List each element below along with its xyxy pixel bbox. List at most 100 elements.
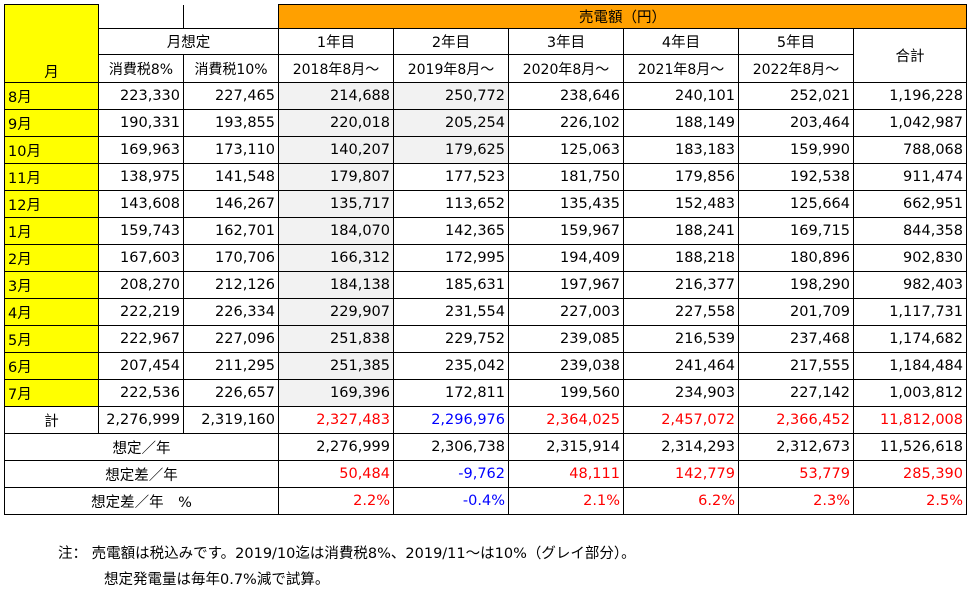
year-1-cell: 184,070 xyxy=(278,217,394,245)
tax8-cell: 222,967 xyxy=(98,325,184,353)
year-4-cell: 240,101 xyxy=(623,82,739,110)
year-1-cell: 140,207 xyxy=(278,136,394,164)
header-row-2: 月想定 1年目 2年目 3年目 4年目 5年目 合計 xyxy=(5,28,967,83)
total-cell: 1,117,731 xyxy=(853,298,967,326)
total-cell: 662,951 xyxy=(853,190,967,218)
tax8-cell: 207,454 xyxy=(98,352,184,380)
month-cell: 1月 xyxy=(4,217,99,245)
year-4-cell: 188,218 xyxy=(623,244,739,272)
year-3-cell: 194,409 xyxy=(508,244,624,272)
year-2-cell: 172,995 xyxy=(393,244,509,272)
year-5-cell: 180,896 xyxy=(738,244,854,272)
pct-year-1: 2.2% xyxy=(278,487,394,515)
year-3-cell: 181,750 xyxy=(508,163,624,191)
tax10-cell: 212,126 xyxy=(183,271,279,299)
month-cell: 7月 xyxy=(4,379,99,407)
year-2-cell: 179,625 xyxy=(393,136,509,164)
year-2-cell: 142,365 xyxy=(393,217,509,245)
tax8-cell: 167,603 xyxy=(98,244,184,272)
diff-year-1: 50,484 xyxy=(278,460,394,488)
summary-rows: 計 2,276,999 2,319,160 2,327,483 2,296,97… xyxy=(4,406,967,515)
table-row: 11月 138,975 141,548 179,807 177,523 181,750 17… xyxy=(4,163,967,191)
year-header-4: 4年目 xyxy=(623,28,739,55)
year-1-cell: 251,838 xyxy=(278,325,394,353)
period-header-4: 2021年8月～ xyxy=(623,54,739,83)
pct-total: 2.5% xyxy=(853,487,967,515)
diff-year-2: -9,762 xyxy=(393,460,509,488)
year-2-cell: 235,042 xyxy=(393,352,509,380)
year-1-cell: 135,717 xyxy=(278,190,394,218)
month-cell: 5月 xyxy=(4,325,99,353)
year-header-5: 5年目 xyxy=(738,28,854,55)
sum-year-2: 2,296,976 xyxy=(393,406,509,434)
tax10-cell: 227,096 xyxy=(183,325,279,353)
tax10-cell: 162,701 xyxy=(183,217,279,245)
assumed-year-2: 2,306,738 xyxy=(393,433,509,461)
year-1-cell: 179,807 xyxy=(278,163,394,191)
sum-year-4: 2,457,072 xyxy=(623,406,739,434)
year-1-cell: 214,688 xyxy=(278,82,394,110)
year-header-1: 1年目 xyxy=(278,28,394,55)
table-row: 3月 208,270 212,126 184,138 185,631 197,967 216… xyxy=(4,271,967,299)
table-row: 5月 222,967 227,096 251,838 229,752 239,085 216… xyxy=(4,325,967,353)
year-5-cell: 169,715 xyxy=(738,217,854,245)
year-5-cell: 227,142 xyxy=(738,379,854,407)
tax8-cell: 169,963 xyxy=(98,136,184,164)
table-row: 2月 167,603 170,706 166,312 172,995 194,409 188… xyxy=(4,244,967,272)
tax10-cell: 211,295 xyxy=(183,352,279,380)
tax10-cell: 226,657 xyxy=(183,379,279,407)
pct-label: 想定差／年 % xyxy=(4,487,279,515)
total-cell: 1,042,987 xyxy=(853,109,967,137)
year-2-cell: 185,631 xyxy=(393,271,509,299)
year-4-cell: 241,464 xyxy=(623,352,739,380)
total-header: 合計 xyxy=(853,28,967,83)
year-3-cell: 238,646 xyxy=(508,82,624,110)
year-4-cell: 234,903 xyxy=(623,379,739,407)
tax8-cell: 190,331 xyxy=(98,109,184,137)
year-2-cell: 250,772 xyxy=(393,82,509,110)
tax8-cell: 208,270 xyxy=(98,271,184,299)
tax10-header: 消費税10% xyxy=(183,54,279,83)
assumed-row: 想定／年 2,276,999 2,306,738 2,315,914 2,314… xyxy=(4,433,967,461)
sales-title-header: 売電額（円） xyxy=(278,4,967,29)
tax10-cell: 146,267 xyxy=(183,190,279,218)
period-header-5: 2022年8月～ xyxy=(738,54,854,83)
year-5-cell: 192,538 xyxy=(738,163,854,191)
table-row: 4月 222,219 226,334 229,907 231,554 227,003 227… xyxy=(4,298,967,326)
year-3-cell: 239,038 xyxy=(508,352,624,380)
year-header-2: 2年目 xyxy=(393,28,509,55)
tax10-cell: 173,110 xyxy=(183,136,279,164)
sum-year-5: 2,366,452 xyxy=(738,406,854,434)
tax8-header: 消費税8% xyxy=(98,54,184,83)
year-5-cell: 125,664 xyxy=(738,190,854,218)
year-2-cell: 113,652 xyxy=(393,190,509,218)
total-cell: 1,003,812 xyxy=(853,379,967,407)
year-4-cell: 227,558 xyxy=(623,298,739,326)
assumed-label: 想定／年 xyxy=(4,433,279,461)
monthly-rows: 8月 223,330 227,465 214,688 250,772 238,646 240… xyxy=(4,82,967,407)
header-row-1: 月 売電額（円） xyxy=(4,4,967,83)
month-cell: 4月 xyxy=(4,298,99,326)
tax8-cell: 222,219 xyxy=(98,298,184,326)
total-cell: 1,196,228 xyxy=(853,82,967,110)
year-2-cell: 205,254 xyxy=(393,109,509,137)
pct-year-2: -0.4% xyxy=(393,487,509,515)
year-4-cell: 216,539 xyxy=(623,325,739,353)
table-row: 8月 223,330 227,465 214,688 250,772 238,646 240… xyxy=(4,82,967,110)
tax10-cell: 226,334 xyxy=(183,298,279,326)
total-cell: 911,474 xyxy=(853,163,967,191)
year-1-cell: 220,018 xyxy=(278,109,394,137)
year-3-cell: 226,102 xyxy=(508,109,624,137)
diff-year-5: 53,779 xyxy=(738,460,854,488)
diff-total: 285,390 xyxy=(853,460,967,488)
total-cell: 982,403 xyxy=(853,271,967,299)
pct-row: 想定差／年 % 2.2% -0.4% 2.1% 6.2% 2.3% 2.5% xyxy=(4,487,967,515)
year-3-cell: 125,063 xyxy=(508,136,624,164)
year-4-cell: 183,183 xyxy=(623,136,739,164)
assumed-year-3: 2,315,914 xyxy=(508,433,624,461)
year-2-cell: 177,523 xyxy=(393,163,509,191)
month-cell: 6月 xyxy=(4,352,99,380)
sum-tax8: 2,276,999 xyxy=(98,406,184,434)
total-cell: 844,358 xyxy=(853,217,967,245)
year-5-cell: 159,990 xyxy=(738,136,854,164)
